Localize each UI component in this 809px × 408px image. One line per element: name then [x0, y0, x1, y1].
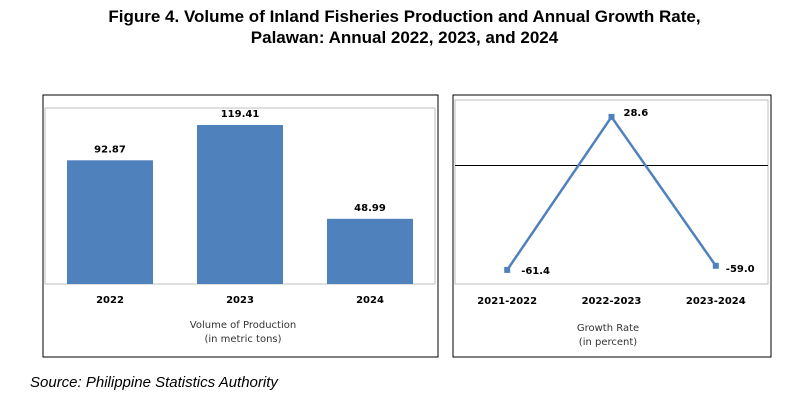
- bar-tick-label: 2022: [96, 295, 124, 306]
- line-xlabel-line1: Growth Rate: [577, 323, 639, 334]
- bar-xlabel-line2: (in metric tons): [204, 334, 281, 345]
- source-note: Source: Philippine Statistics Authority: [30, 374, 278, 391]
- line-plot-area: [454, 99, 769, 285]
- line-chart-frame: [452, 94, 772, 358]
- line-point-2023-2024: [712, 262, 719, 269]
- line-point-2021-2022: [504, 266, 511, 273]
- line-series: -61.4 2021-2022 28.6 2022-2023 -59.0 2023-202…: [477, 108, 754, 307]
- bar-series: 92.87 2022 119.41 2023 48.99 2024: [67, 109, 413, 306]
- line-point-2022-2023: [608, 113, 615, 120]
- line-value-label: -59.0: [726, 264, 755, 275]
- line-tick-label: 2023-2024: [686, 296, 746, 307]
- line-value-label: -61.4: [521, 266, 550, 277]
- line-value-label: 28.6: [624, 108, 649, 119]
- bar-value-label: 48.99: [354, 203, 386, 214]
- bar-2023: [197, 125, 283, 284]
- bar-2024: [327, 218, 413, 284]
- line-tick-label: 2022-2023: [582, 296, 642, 307]
- bar-2022: [67, 160, 153, 284]
- line-tick-label: 2021-2022: [477, 296, 537, 307]
- bar-xlabel-line1: Volume of Production: [190, 320, 296, 331]
- figure-title-line1: Figure 4. Volume of Inland Fisheries Pro…: [108, 7, 701, 26]
- figure-title: Figure 4. Volume of Inland Fisheries Pro…: [0, 6, 809, 48]
- figure-title-line2: Palawan: Annual 2022, 2023, and 2024: [250, 28, 559, 47]
- line-xlabel-line2: (in percent): [579, 337, 637, 348]
- bar-value-label: 119.41: [221, 109, 260, 120]
- bar-tick-label: 2024: [356, 295, 384, 306]
- bar-value-label: 92.87: [94, 144, 126, 155]
- bar-tick-label: 2023: [226, 295, 254, 306]
